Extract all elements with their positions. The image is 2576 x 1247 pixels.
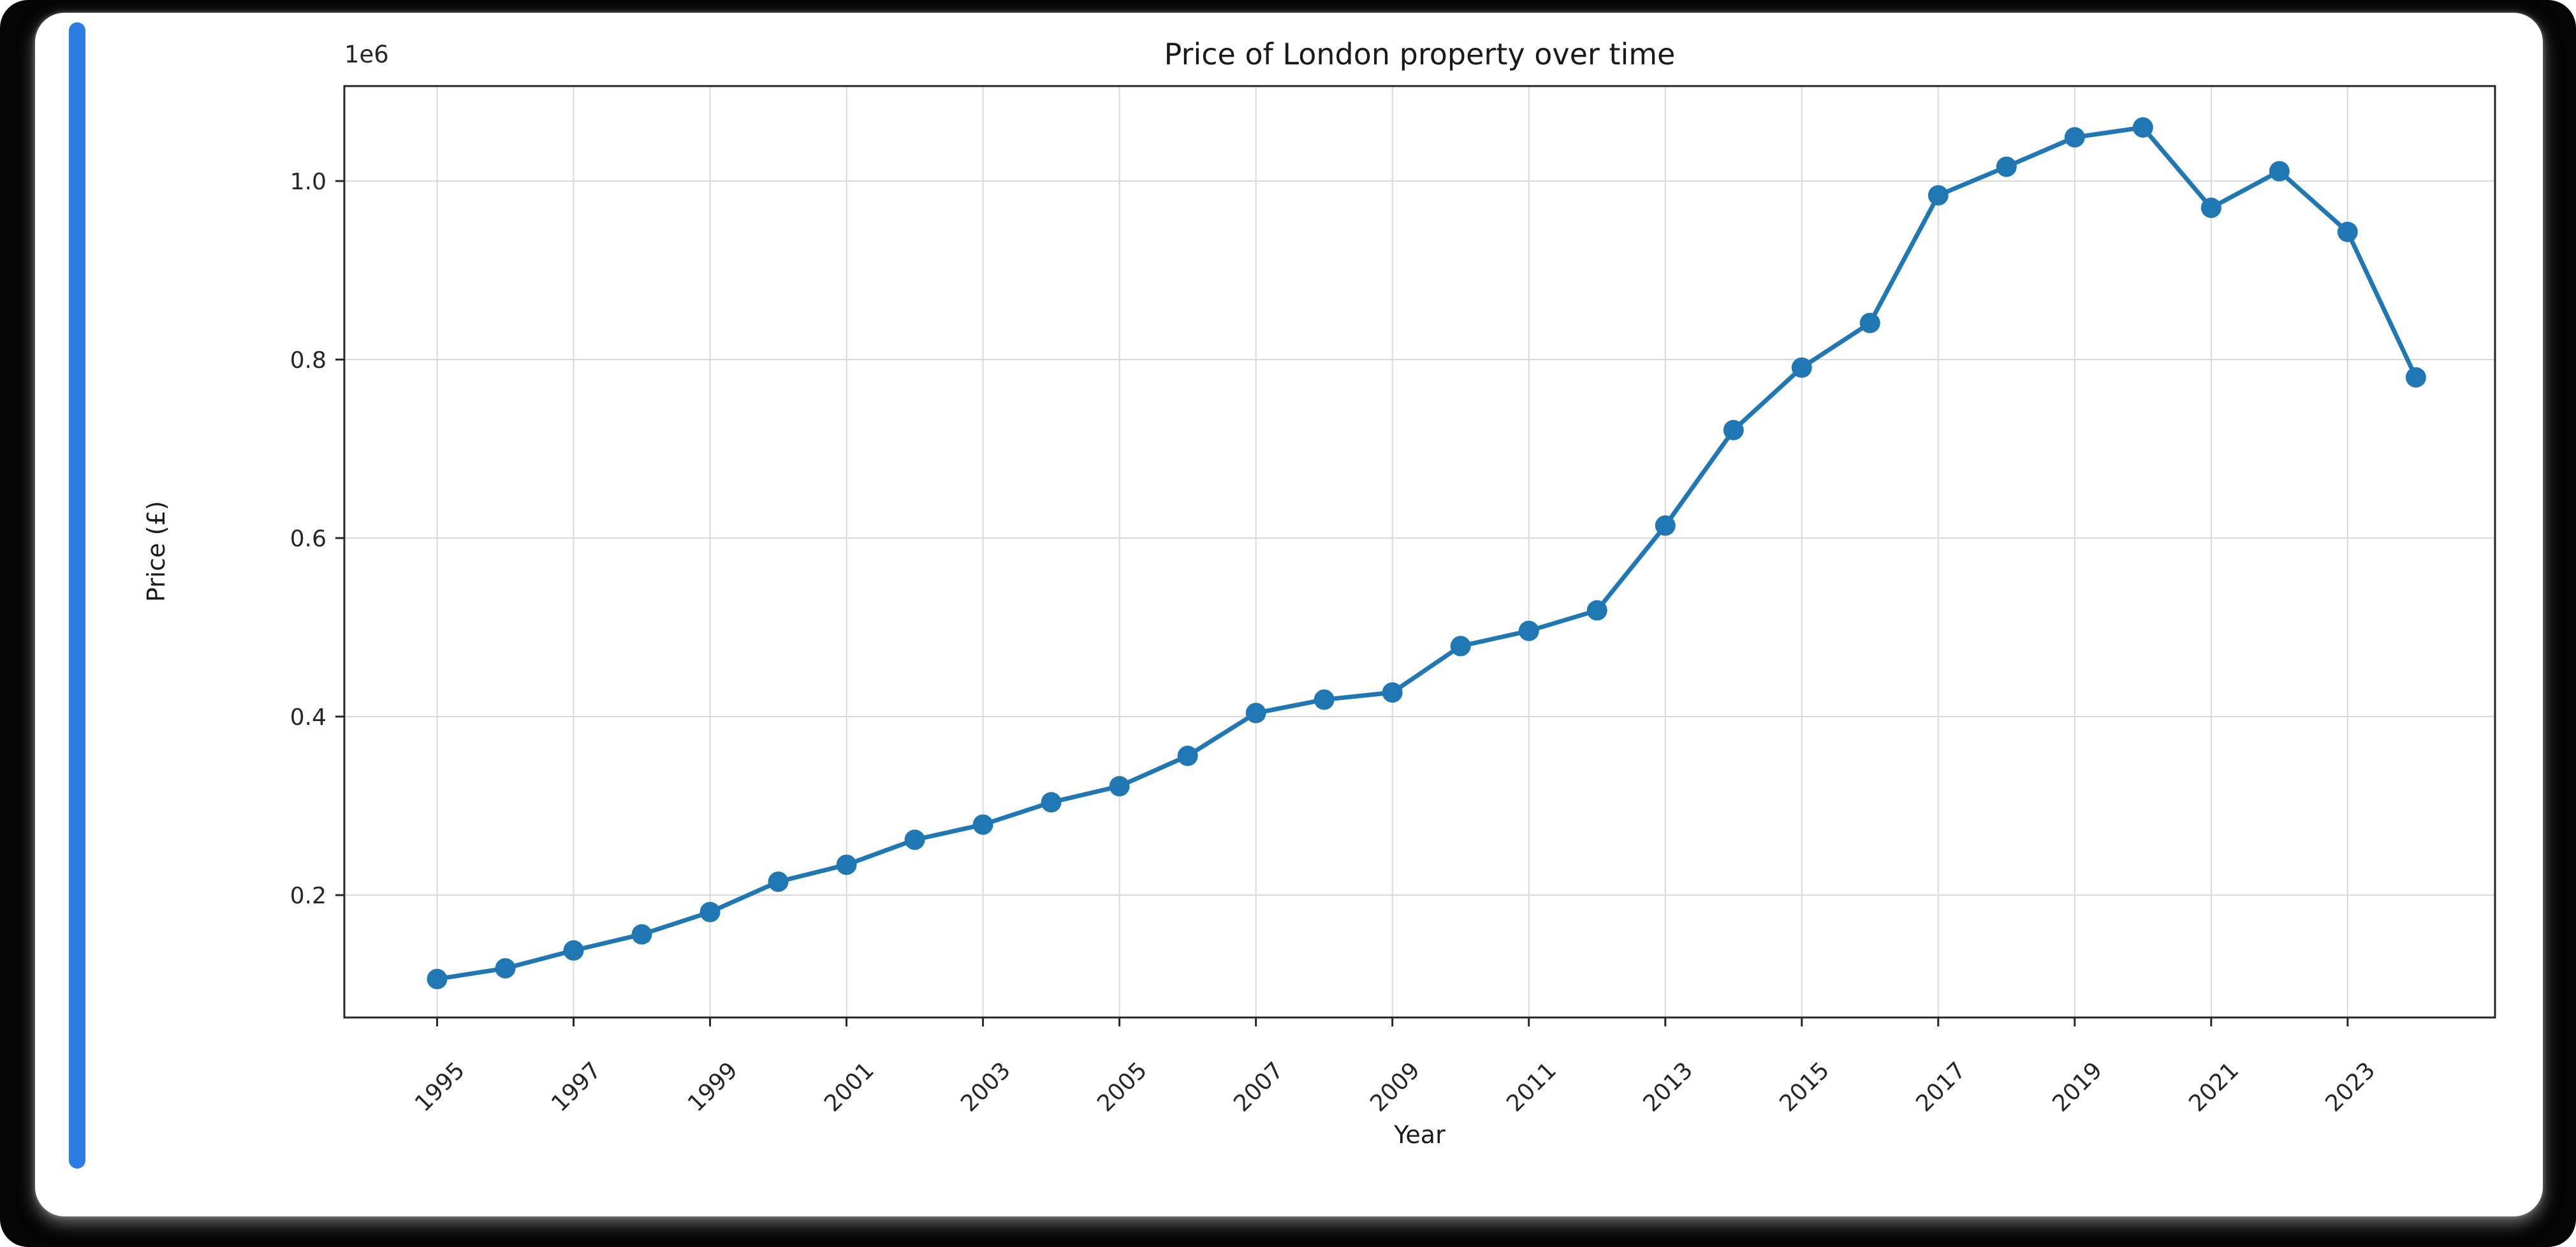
x-tick-label: 2009 <box>1365 1057 1425 1117</box>
data-point-2013 <box>1655 515 1676 536</box>
data-point-2010 <box>1450 636 1471 657</box>
data-point-2018 <box>1996 156 2017 177</box>
data-point-2021 <box>2200 197 2221 218</box>
x-tick-label: 2007 <box>1229 1057 1289 1117</box>
data-point-1998 <box>631 924 652 945</box>
chart-title: Price of London property over time <box>1164 37 1676 71</box>
data-point-2007 <box>1245 703 1266 724</box>
data-point-1997 <box>563 940 584 961</box>
y-axis-label: Price (£) <box>142 500 170 602</box>
data-point-2004 <box>1041 792 1062 813</box>
data-point-2015 <box>1791 357 1812 378</box>
data-point-2008 <box>1314 689 1335 710</box>
price-line <box>435 125 2419 982</box>
data-point-2017 <box>1928 185 1949 206</box>
x-tick-label: 2003 <box>956 1057 1016 1117</box>
figure-card <box>35 13 2543 1216</box>
data-point-2002 <box>904 829 925 850</box>
data-point-2003 <box>972 814 993 835</box>
data-point-2022 <box>2269 161 2290 182</box>
x-tick-label: 2005 <box>1092 1057 1152 1117</box>
x-tick-label: 1999 <box>683 1057 743 1117</box>
x-tick-label: 2013 <box>1638 1057 1698 1117</box>
x-tick-label: 2015 <box>1775 1057 1834 1117</box>
data-point-2019 <box>2064 127 2085 148</box>
data-point-2001 <box>836 854 857 875</box>
data-point-2005 <box>1109 776 1130 797</box>
data-point-2023 <box>2337 221 2358 242</box>
x-tick-label: 1997 <box>546 1057 606 1117</box>
data-point-2020 <box>2132 117 2153 138</box>
y-tick-label: 0.8 <box>290 347 326 374</box>
data-point-2024 <box>2405 367 2426 388</box>
plot-area-border <box>343 85 2496 1019</box>
y-tick-label: 1.0 <box>290 169 326 195</box>
y-tick-label: 0.6 <box>290 526 326 552</box>
data-point-2009 <box>1382 682 1403 703</box>
data-point-2006 <box>1177 745 1198 766</box>
data-point-2012 <box>1586 600 1607 621</box>
y-tick-label: 0.4 <box>290 704 326 731</box>
x-tick-label: 2001 <box>819 1057 879 1117</box>
data-point-1995 <box>427 968 448 989</box>
data-point-1996 <box>495 958 516 979</box>
y-tick-label: 0.2 <box>290 883 326 909</box>
x-tick-label: 2019 <box>2047 1057 2107 1117</box>
data-point-2000 <box>768 871 789 893</box>
x-axis-label: Year <box>1394 1121 1445 1149</box>
data-point-2011 <box>1518 620 1539 641</box>
x-tick-label: 2017 <box>1911 1057 1971 1117</box>
y-axis-offset-label: 1e6 <box>344 41 389 68</box>
x-tick-label: 2011 <box>1502 1057 1562 1117</box>
x-tick-label: 2023 <box>2320 1057 2380 1117</box>
x-tick-label: 2021 <box>2184 1057 2244 1117</box>
data-point-1999 <box>699 901 721 922</box>
data-point-2014 <box>1723 419 1744 441</box>
data-point-2016 <box>1859 312 1880 333</box>
x-tick-label: 1995 <box>410 1057 470 1117</box>
scrollbar-thumb[interactable] <box>69 22 85 1169</box>
